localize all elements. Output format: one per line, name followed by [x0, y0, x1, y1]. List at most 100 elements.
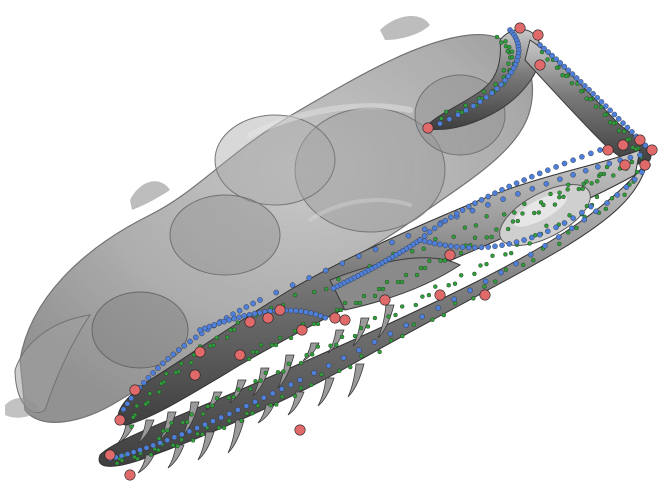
surface-semilandmark [484, 214, 489, 219]
surface-semilandmark [541, 202, 546, 208]
curve-semilandmark [257, 297, 263, 303]
curve-semilandmark [124, 400, 131, 407]
surface-semilandmark [170, 443, 176, 448]
curve-semilandmark [623, 184, 630, 190]
surface-semilandmark [319, 372, 324, 377]
surface-semilandmark [580, 186, 585, 191]
surface-semilandmark [131, 415, 136, 420]
tooth [167, 444, 185, 469]
curve-semilandmark [561, 220, 568, 226]
surface-semilandmark [418, 265, 424, 271]
surface-semilandmark [298, 385, 304, 391]
tooth [257, 404, 275, 424]
curve-semilandmark [529, 234, 535, 241]
fixed-landmark [514, 22, 526, 34]
fixed-landmark [189, 369, 201, 381]
surface-semilandmark [357, 300, 363, 306]
fixed-landmark [444, 249, 456, 261]
surface-semilandmark [263, 370, 268, 376]
curve-semilandmark [513, 260, 519, 267]
fixed-landmark [532, 29, 544, 41]
surface-semilandmark [463, 103, 468, 108]
surface-semilandmark [227, 418, 232, 424]
curve-semilandmark [573, 75, 580, 81]
surface-semilandmark [484, 235, 489, 240]
curve-semilandmark [186, 428, 193, 435]
curve-semilandmark [557, 176, 563, 182]
surface-semilandmark [292, 393, 298, 399]
surface-semilandmark [361, 293, 367, 299]
curve-semilandmark [463, 107, 469, 114]
surface-semilandmark [179, 361, 184, 366]
curve-semilandmark [261, 394, 267, 401]
tooth [317, 377, 335, 407]
curve-semilandmark [124, 451, 131, 457]
surface-semilandmark [353, 300, 359, 306]
curve-semilandmark [446, 116, 453, 122]
curve-semilandmark [557, 60, 563, 66]
curve-semilandmark [545, 228, 551, 234]
curve-semilandmark [339, 260, 346, 267]
surface-semilandmark [482, 284, 487, 289]
surface-semilandmark [444, 109, 449, 114]
curve-semilandmark [235, 407, 241, 413]
curve-semilandmark [629, 129, 635, 135]
curve-semilandmark [553, 164, 559, 170]
surface-semilandmark [522, 201, 527, 207]
surface-semilandmark [411, 322, 417, 327]
surface-semilandmark [594, 194, 600, 200]
surface-semilandmark [442, 258, 448, 263]
surface-semilandmark [342, 300, 348, 306]
surface-semilandmark [359, 353, 364, 359]
curve-semilandmark [611, 111, 618, 118]
curve-semilandmark [579, 209, 585, 216]
curve-semilandmark [437, 120, 443, 127]
surface-semilandmark [427, 258, 432, 264]
curve-semilandmark [565, 67, 572, 74]
surface-semilandmark [179, 437, 184, 442]
surface-semilandmark [622, 129, 627, 134]
fixed-landmark [619, 159, 631, 171]
surface-semilandmark [231, 394, 236, 400]
surface-semilandmark [515, 218, 520, 224]
curve-semilandmark [451, 296, 457, 302]
curve-semilandmark [453, 210, 460, 217]
surface-semilandmark [399, 279, 405, 285]
curve-semilandmark [465, 203, 472, 210]
fixed-landmark [274, 304, 286, 316]
surface-semilandmark [334, 307, 340, 313]
curve-semilandmark [243, 304, 250, 310]
surface-semilandmark [494, 227, 499, 232]
surface-semilandmark [584, 96, 589, 101]
curve-semilandmark [579, 154, 585, 160]
surface-semilandmark [147, 391, 153, 396]
surface-semilandmark [510, 219, 516, 224]
surface-semilandmark [315, 321, 321, 327]
curve-semilandmark [624, 124, 631, 131]
surface-semilandmark [441, 312, 446, 318]
surface-semilandmark [380, 286, 386, 292]
fixed-landmark [646, 144, 658, 156]
surface-semilandmark [561, 194, 566, 199]
curve-semilandmark [499, 242, 505, 248]
surface-semilandmark [312, 289, 317, 295]
curve-semilandmark [593, 208, 599, 215]
surface-semilandmark [452, 281, 458, 286]
surface-semilandmark [629, 159, 635, 165]
surface-semilandmark [338, 307, 344, 313]
surface-semilandmark [611, 173, 616, 178]
curve-semilandmark [472, 200, 478, 206]
surface-semilandmark [274, 402, 279, 407]
fixed-landmark [617, 139, 629, 151]
curve-semilandmark [570, 172, 576, 178]
surface-semilandmark [250, 411, 255, 416]
curve-semilandmark [160, 360, 166, 367]
surface-semilandmark [348, 364, 353, 370]
surface-semilandmark [564, 73, 569, 79]
curve-semilandmark [164, 437, 170, 443]
curve-semilandmark [603, 103, 609, 109]
surface-semilandmark [566, 230, 571, 235]
curve-semilandmark [549, 52, 555, 59]
surface-semilandmark [190, 438, 196, 443]
surface-semilandmark [377, 349, 382, 355]
